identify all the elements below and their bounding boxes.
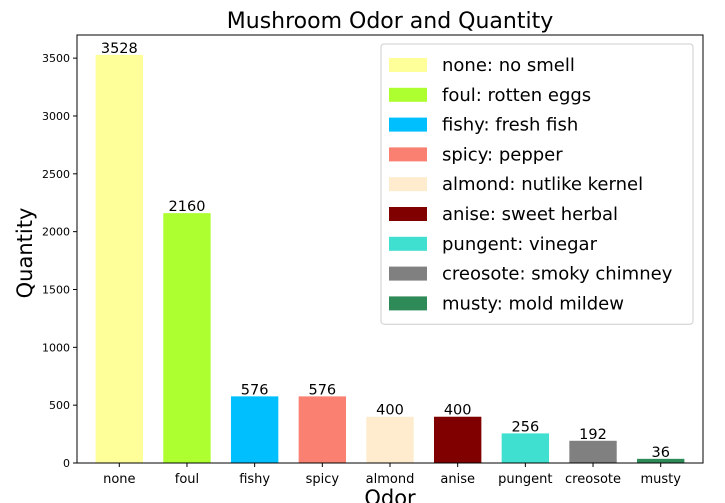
bar-spicy [298, 396, 347, 463]
legend-swatch [389, 87, 427, 102]
legend-swatch [389, 296, 427, 311]
y-tick-label: 2000 [42, 226, 70, 239]
legend-entry: foul: rotten eggs [442, 85, 591, 106]
legend-entry: almond: nutlike kernel [442, 174, 643, 195]
data-label-anise: 400 [444, 403, 472, 419]
y-tick-label: 3000 [42, 110, 70, 123]
x-axis-label: Odor [364, 486, 416, 503]
legend-entry: spicy: pepper [442, 144, 563, 165]
data-label-creosote: 192 [579, 427, 607, 443]
legend-swatch [389, 177, 427, 192]
bar-musty [637, 458, 685, 463]
bar-none [95, 54, 143, 464]
chart-title: Mushroom Odor and Quantity [227, 9, 553, 34]
legend-swatch [389, 266, 427, 281]
bar-fishy [230, 396, 279, 463]
y-axis-label: Quantity [13, 208, 37, 299]
legend-entry: musty: mold mildew [442, 293, 624, 314]
y-tick-label: 500 [49, 399, 70, 412]
legend-entry: anise: sweet herbal [442, 204, 618, 225]
legend-swatch [389, 117, 427, 132]
data-label-spicy: 576 [308, 382, 336, 398]
plot-frame [76, 34, 704, 464]
x-tick-label-musty: musty [640, 472, 681, 487]
legend-swatch [389, 207, 427, 221]
legend-entry: creosote: smoky chimney [442, 264, 673, 285]
y-tick-label: 1500 [42, 283, 70, 296]
data-label-none: 3528 [101, 41, 138, 57]
plot-area: 0 500 1000 1500 2000 2500 3000 3500 3528 none 2160… [42, 34, 704, 487]
legend-box [380, 43, 694, 325]
data-label-fishy: 576 [241, 382, 269, 398]
y-tick-label: 2500 [42, 168, 70, 181]
bar-almond [366, 416, 414, 463]
y-tick-label: 0 [63, 457, 70, 470]
legend-swatch [389, 147, 427, 162]
legend-entry: none: no smell [442, 55, 575, 76]
legend-swatch [389, 236, 427, 251]
y-tick-label: 3500 [42, 52, 70, 65]
x-tick-label-almond: almond [366, 472, 415, 487]
data-label-foul: 2160 [169, 199, 206, 215]
x-tick-label-creosote: creosote [565, 472, 621, 487]
x-tick-label-spicy: spicy [306, 472, 340, 487]
bar-pungent [501, 433, 550, 463]
x-tick-label-anise: anise [440, 472, 475, 487]
data-label-musty: 36 [651, 445, 669, 461]
x-tick-label-none: none [103, 472, 135, 487]
legend: none: no smell foul: rotten eggs fishy: fr… [380, 43, 694, 325]
x-tick-label-fishy: fishy [239, 472, 270, 487]
bar-foul [163, 213, 211, 463]
data-label-almond: 400 [376, 403, 404, 419]
x-tick-label-foul: foul [175, 472, 199, 487]
legend-entry: fishy: fresh fish [442, 115, 578, 136]
bar-creosote [569, 440, 617, 463]
y-tick-label: 1000 [42, 341, 70, 354]
legend-swatch [389, 58, 427, 72]
legend-entry: pungent: vinegar [442, 234, 598, 255]
data-label-pungent: 256 [512, 419, 540, 435]
bar-anise [433, 416, 482, 463]
x-tick-label-pungent: pungent [498, 472, 552, 487]
